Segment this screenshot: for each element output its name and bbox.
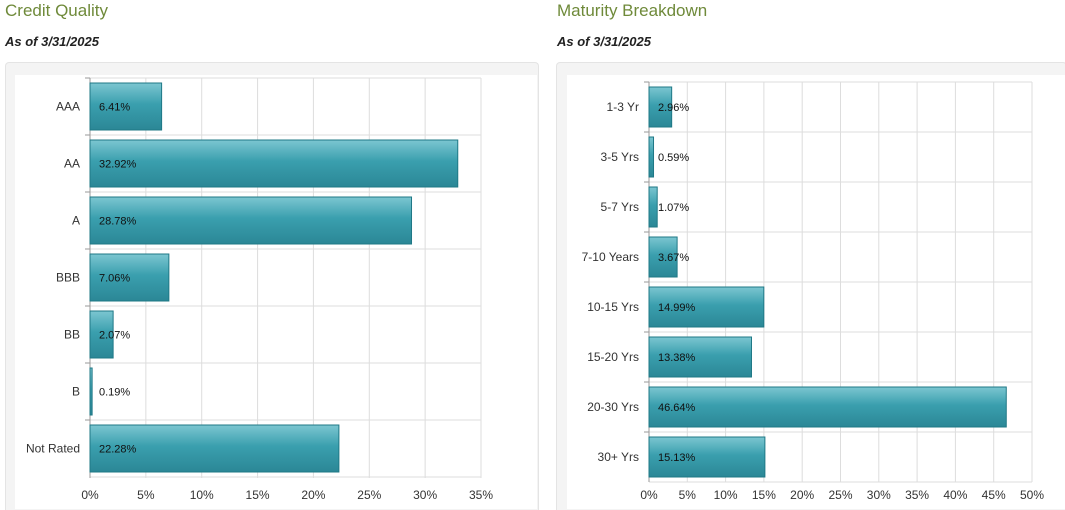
credit-quality-category-label: A (72, 214, 80, 228)
credit-quality-value-label: 22.28% (99, 444, 137, 456)
maturity-breakdown-x-tick-label: 5% (679, 488, 697, 502)
maturity-breakdown-bar[interactable] (648, 286, 765, 328)
maturity-breakdown-category-label: 5-7 Yrs (601, 200, 639, 214)
credit-quality-category-label: BB (64, 328, 80, 342)
credit-quality-value-label: 0.19% (99, 387, 130, 399)
credit-quality-x-tick-label: 15% (246, 488, 270, 502)
maturity-breakdown-x-tick-label: 0% (640, 488, 658, 502)
credit-quality-value-label: 6.41% (99, 102, 130, 114)
maturity-breakdown-value-label: 2.96% (658, 102, 689, 114)
maturity-breakdown-value-label: 13.38% (658, 352, 696, 364)
credit-quality-value-label: 32.92% (99, 159, 137, 171)
maturity-breakdown-bar[interactable] (648, 86, 673, 128)
maturity-breakdown-x-tick-label: 20% (790, 488, 814, 502)
maturity-breakdown-title: Maturity Breakdown (557, 1, 708, 20)
credit-quality-x-tick-label: 5% (137, 488, 155, 502)
maturity-breakdown-category-label: 20-30 Yrs (587, 400, 639, 414)
credit-quality-title: Credit Quality (5, 1, 108, 20)
credit-quality-value-label: 7.06% (99, 273, 130, 285)
maturity-breakdown-value-label: 1.07% (658, 202, 689, 214)
maturity-breakdown-category-label: 7-10 Years (582, 250, 639, 264)
maturity-breakdown-category-label: 30+ Yrs (598, 450, 639, 464)
maturity-breakdown-value-label: 3.67% (658, 252, 689, 264)
credit-quality-category-label: Not Rated (26, 442, 80, 456)
credit-quality-category-label: AA (64, 157, 80, 171)
maturity-breakdown-category-label: 1-3 Yr (607, 100, 639, 114)
credit-quality-as-of: As of 3/31/2025 (5, 34, 99, 49)
maturity-breakdown-value-label: 15.13% (658, 452, 696, 464)
maturity-breakdown-category-label: 15-20 Yrs (587, 350, 639, 364)
maturity-breakdown-bar[interactable] (648, 136, 655, 178)
credit-quality-x-tick-label: 0% (81, 488, 99, 502)
maturity-breakdown-category-label: 10-15 Yrs (587, 300, 639, 314)
credit-quality-x-tick-label: 20% (301, 488, 325, 502)
credit-quality-bar[interactable] (89, 367, 93, 416)
credit-quality-value-label: 28.78% (99, 216, 137, 228)
maturity-breakdown-bar[interactable] (648, 236, 678, 278)
credit-quality-category-label: AAA (56, 100, 80, 114)
credit-quality-bar[interactable] (89, 196, 413, 245)
maturity-breakdown-bar[interactable] (648, 186, 658, 228)
maturity-breakdown-category-label: 3-5 Yrs (601, 150, 639, 164)
credit-quality-bar[interactable] (89, 139, 459, 188)
maturity-breakdown-x-tick-label: 35% (905, 488, 929, 502)
maturity-breakdown-x-tick-label: 25% (828, 488, 852, 502)
credit-quality-x-tick-label: 25% (357, 488, 381, 502)
credit-quality-category-label: B (72, 385, 80, 399)
maturity-breakdown-value-label: 46.64% (658, 402, 696, 414)
maturity-breakdown-x-tick-label: 50% (1020, 488, 1044, 502)
credit-quality-bar[interactable] (89, 310, 114, 359)
maturity-breakdown-bar[interactable] (648, 386, 1007, 428)
credit-quality-x-tick-label: 35% (469, 488, 493, 502)
maturity-breakdown-bar[interactable] (648, 336, 752, 378)
maturity-breakdown-value-label: 14.99% (658, 302, 696, 314)
credit-quality-x-tick-label: 10% (190, 488, 214, 502)
maturity-breakdown-value-label: 0.59% (658, 152, 689, 164)
credit-quality-category-label: BBB (56, 271, 80, 285)
credit-quality-x-tick-label: 30% (413, 488, 437, 502)
maturity-breakdown-x-tick-label: 45% (982, 488, 1006, 502)
credit-quality-bar[interactable] (89, 253, 170, 302)
credit-quality-value-label: 2.07% (99, 330, 130, 342)
maturity-breakdown-bar[interactable] (648, 436, 766, 478)
maturity-breakdown-x-tick-label: 30% (867, 488, 891, 502)
credit-quality-chart: AAA 6.41% AA 32.92% A 28.78% BBB 7.06% BB 2.07% B 0… (26, 77, 493, 502)
maturity-breakdown-as-of: As of 3/31/2025 (557, 34, 651, 49)
credit-quality-bar[interactable] (89, 82, 163, 131)
credit-quality-bar[interactable] (89, 424, 340, 473)
maturity-breakdown-x-tick-label: 15% (752, 488, 776, 502)
maturity-breakdown-x-tick-label: 40% (943, 488, 967, 502)
maturity-breakdown-x-tick-label: 10% (714, 488, 738, 502)
